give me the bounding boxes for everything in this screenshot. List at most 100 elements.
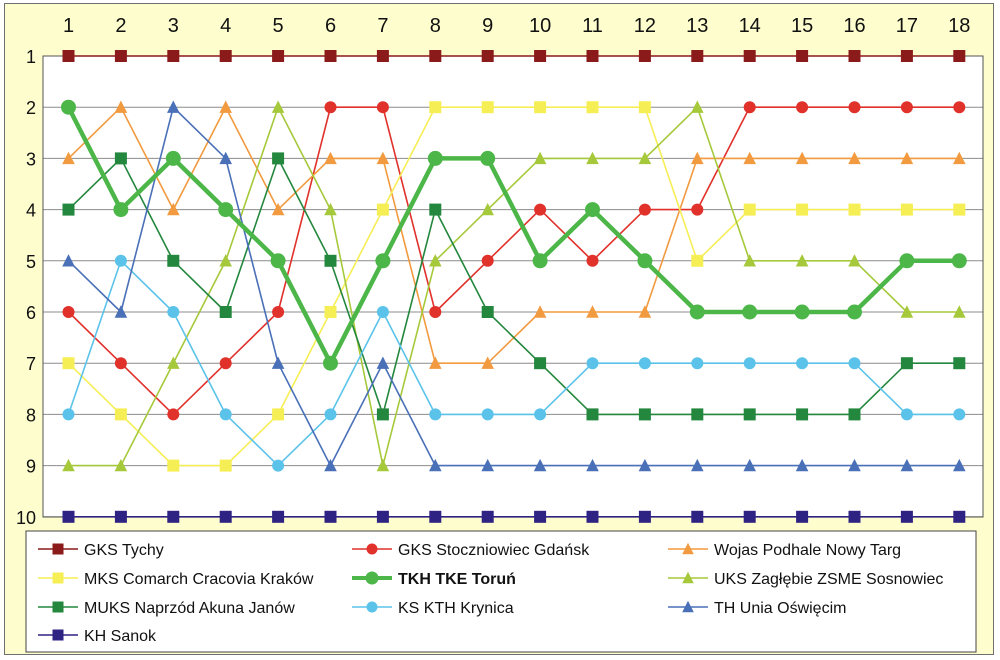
data-point	[638, 203, 651, 216]
data-point	[585, 202, 600, 218]
data-point	[376, 458, 390, 472]
data-point	[638, 50, 651, 62]
data-point	[586, 151, 599, 165]
data-point	[167, 408, 180, 421]
data-point	[167, 50, 180, 62]
data-point	[167, 254, 180, 267]
data-point	[743, 254, 756, 267]
data-point	[481, 356, 494, 369]
data-point	[743, 357, 756, 370]
legend-marker	[52, 572, 64, 584]
data-point	[376, 101, 389, 114]
data-point	[794, 304, 810, 320]
data-point	[219, 151, 232, 165]
data-point	[62, 254, 75, 267]
data-point	[743, 50, 756, 62]
series-line	[67, 106, 960, 467]
x-tick-label: 7	[377, 15, 388, 37]
data-point	[219, 50, 232, 62]
legend-marker	[682, 542, 694, 555]
x-tick-label: 9	[482, 15, 493, 37]
data-point	[481, 458, 494, 472]
data-point	[62, 50, 75, 62]
data-point	[481, 101, 494, 114]
data-point	[638, 510, 651, 523]
data-point	[533, 305, 547, 318]
data-point	[534, 50, 547, 62]
data-point	[796, 203, 809, 216]
data-point	[324, 151, 337, 165]
data-point	[795, 254, 809, 267]
y-tick-label: 8	[26, 405, 36, 425]
data-point	[324, 408, 337, 421]
data-point	[586, 305, 599, 318]
data-point	[691, 254, 704, 267]
data-point	[532, 253, 548, 269]
data-point	[691, 100, 704, 113]
data-point	[113, 202, 129, 218]
data-point	[481, 306, 494, 318]
data-point	[218, 202, 234, 218]
x-tick-label: 15	[791, 15, 813, 37]
legend-marker	[682, 600, 694, 613]
legend-marker	[52, 543, 64, 555]
data-point	[796, 101, 809, 114]
data-point	[114, 510, 127, 523]
data-point	[638, 305, 652, 318]
x-tick-label: 11	[582, 15, 603, 37]
series-line	[67, 259, 960, 467]
data-point	[638, 101, 651, 114]
data-point	[637, 253, 653, 269]
data-point	[900, 305, 914, 318]
legend-marker	[366, 601, 378, 613]
data-point	[900, 357, 913, 370]
data-point	[375, 253, 391, 269]
x-tick-label: 4	[220, 15, 231, 37]
data-point	[900, 510, 913, 523]
data-point	[848, 458, 861, 472]
legend-label: TKH TKE Toruń	[398, 571, 516, 588]
data-point	[953, 408, 966, 421]
data-point	[429, 510, 442, 523]
data-point	[114, 408, 127, 421]
data-point	[272, 50, 285, 62]
y-tick-label: 10	[16, 508, 36, 528]
data-point	[114, 50, 127, 62]
data-point	[691, 50, 704, 62]
data-point	[219, 459, 232, 472]
data-point	[429, 254, 442, 267]
data-point	[586, 254, 599, 267]
data-point	[62, 151, 75, 165]
x-tick-label: 18	[948, 15, 970, 37]
x-tick-label: 17	[896, 15, 918, 37]
data-point	[62, 203, 75, 216]
x-tick-label: 5	[273, 15, 284, 37]
data-point	[848, 203, 861, 216]
data-point	[953, 357, 966, 370]
data-point	[481, 254, 494, 267]
x-tick-label: 3	[168, 15, 179, 37]
data-point	[638, 151, 652, 165]
data-point	[953, 101, 966, 114]
data-point	[481, 510, 494, 523]
data-point	[586, 458, 599, 472]
data-point	[272, 152, 285, 165]
data-point	[691, 357, 704, 370]
data-point	[899, 253, 915, 269]
x-tick-label: 14	[739, 15, 761, 37]
data-point	[586, 50, 599, 62]
data-point	[691, 203, 704, 216]
data-point	[429, 203, 442, 216]
data-point	[429, 458, 442, 472]
data-point	[689, 304, 705, 320]
data-point	[219, 510, 232, 523]
series-line	[67, 106, 960, 416]
y-tick-label: 3	[26, 149, 36, 169]
data-point	[848, 50, 861, 62]
data-point	[167, 306, 180, 318]
data-point	[61, 99, 76, 115]
data-point	[953, 151, 966, 165]
data-point	[114, 152, 127, 165]
data-point	[638, 357, 651, 370]
y-tick-label: 6	[26, 303, 36, 323]
